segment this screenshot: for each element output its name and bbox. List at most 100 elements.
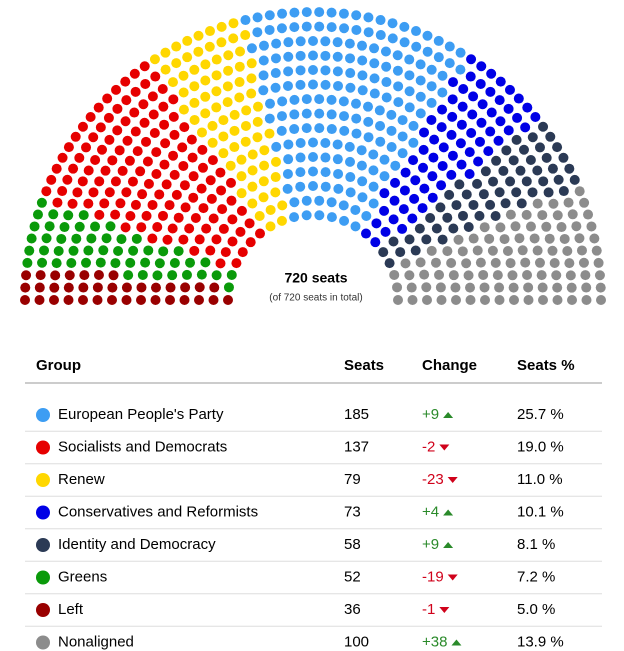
seat	[83, 198, 94, 209]
seat	[357, 70, 368, 81]
seat	[196, 183, 207, 194]
change-cell: -1	[422, 601, 435, 618]
seat	[437, 234, 448, 245]
seat	[465, 71, 476, 82]
seat	[410, 175, 421, 186]
seat	[427, 192, 438, 203]
seat	[94, 176, 105, 187]
seat	[211, 54, 222, 65]
seat	[375, 30, 386, 41]
seat	[20, 295, 30, 305]
seat	[59, 222, 70, 233]
seat	[105, 221, 116, 232]
seat	[211, 102, 222, 113]
seat	[259, 160, 270, 171]
seat	[276, 111, 287, 122]
seat	[357, 176, 368, 187]
seat	[246, 73, 257, 84]
seat	[379, 154, 390, 165]
seat	[532, 165, 543, 176]
seat	[404, 70, 415, 81]
seat	[168, 111, 179, 122]
seat	[157, 84, 168, 95]
seat	[193, 46, 204, 57]
seat	[381, 77, 392, 88]
seat	[283, 154, 294, 165]
seat	[374, 105, 385, 116]
seat	[190, 212, 201, 223]
seat	[320, 36, 331, 47]
seat	[332, 51, 343, 62]
seat	[301, 94, 312, 105]
legend-dot	[36, 473, 50, 487]
seat	[326, 7, 337, 18]
seat	[220, 247, 231, 258]
seat	[485, 86, 496, 97]
seat	[127, 176, 138, 187]
seat	[397, 223, 408, 234]
seat	[129, 68, 140, 79]
seat	[468, 199, 479, 210]
seat	[320, 137, 331, 148]
seat	[271, 38, 282, 49]
seat	[314, 108, 325, 119]
seat	[509, 295, 519, 305]
seat	[216, 185, 227, 196]
seat	[527, 132, 538, 143]
seat	[100, 165, 111, 176]
seat	[344, 38, 355, 49]
seat	[456, 159, 467, 170]
seat	[368, 181, 379, 192]
seat	[444, 58, 455, 69]
seat	[240, 136, 251, 147]
seat	[404, 102, 415, 113]
seat	[140, 257, 151, 268]
seat	[237, 247, 248, 258]
seat	[270, 68, 281, 79]
seat	[35, 270, 46, 281]
seat	[566, 282, 577, 293]
seat	[171, 41, 182, 52]
seat	[211, 70, 222, 81]
seats-cell: 137	[344, 438, 369, 455]
seat	[108, 270, 119, 281]
seat	[508, 155, 519, 166]
seat	[240, 15, 251, 26]
seat	[518, 144, 529, 155]
seat	[264, 24, 275, 35]
seat	[463, 221, 474, 232]
seat	[392, 50, 403, 61]
seat	[541, 221, 552, 232]
seat	[503, 103, 514, 114]
seat	[548, 198, 559, 209]
seat	[265, 221, 276, 232]
seat	[395, 247, 406, 258]
group-name: Socialists and Democrats	[58, 438, 227, 455]
seat	[451, 200, 462, 211]
seat	[326, 212, 337, 223]
seat	[363, 132, 374, 143]
seat	[378, 247, 389, 258]
seat	[189, 81, 200, 92]
seat	[161, 179, 172, 190]
seat	[51, 163, 62, 174]
seat	[205, 245, 216, 256]
seat	[167, 270, 178, 281]
seat	[422, 30, 433, 41]
share-cell: 25.7 %	[517, 406, 564, 423]
seat	[177, 142, 188, 153]
seat	[534, 142, 545, 153]
seat	[564, 258, 575, 269]
header-cell: Group	[36, 357, 81, 374]
seat	[414, 223, 425, 234]
seat	[77, 176, 88, 187]
seat	[495, 116, 506, 127]
seat	[567, 209, 578, 220]
seat	[34, 282, 45, 293]
seat	[595, 282, 606, 293]
seat	[493, 135, 504, 146]
seat	[464, 168, 475, 179]
seat	[392, 282, 403, 293]
seat	[152, 221, 163, 232]
seat	[384, 258, 395, 269]
